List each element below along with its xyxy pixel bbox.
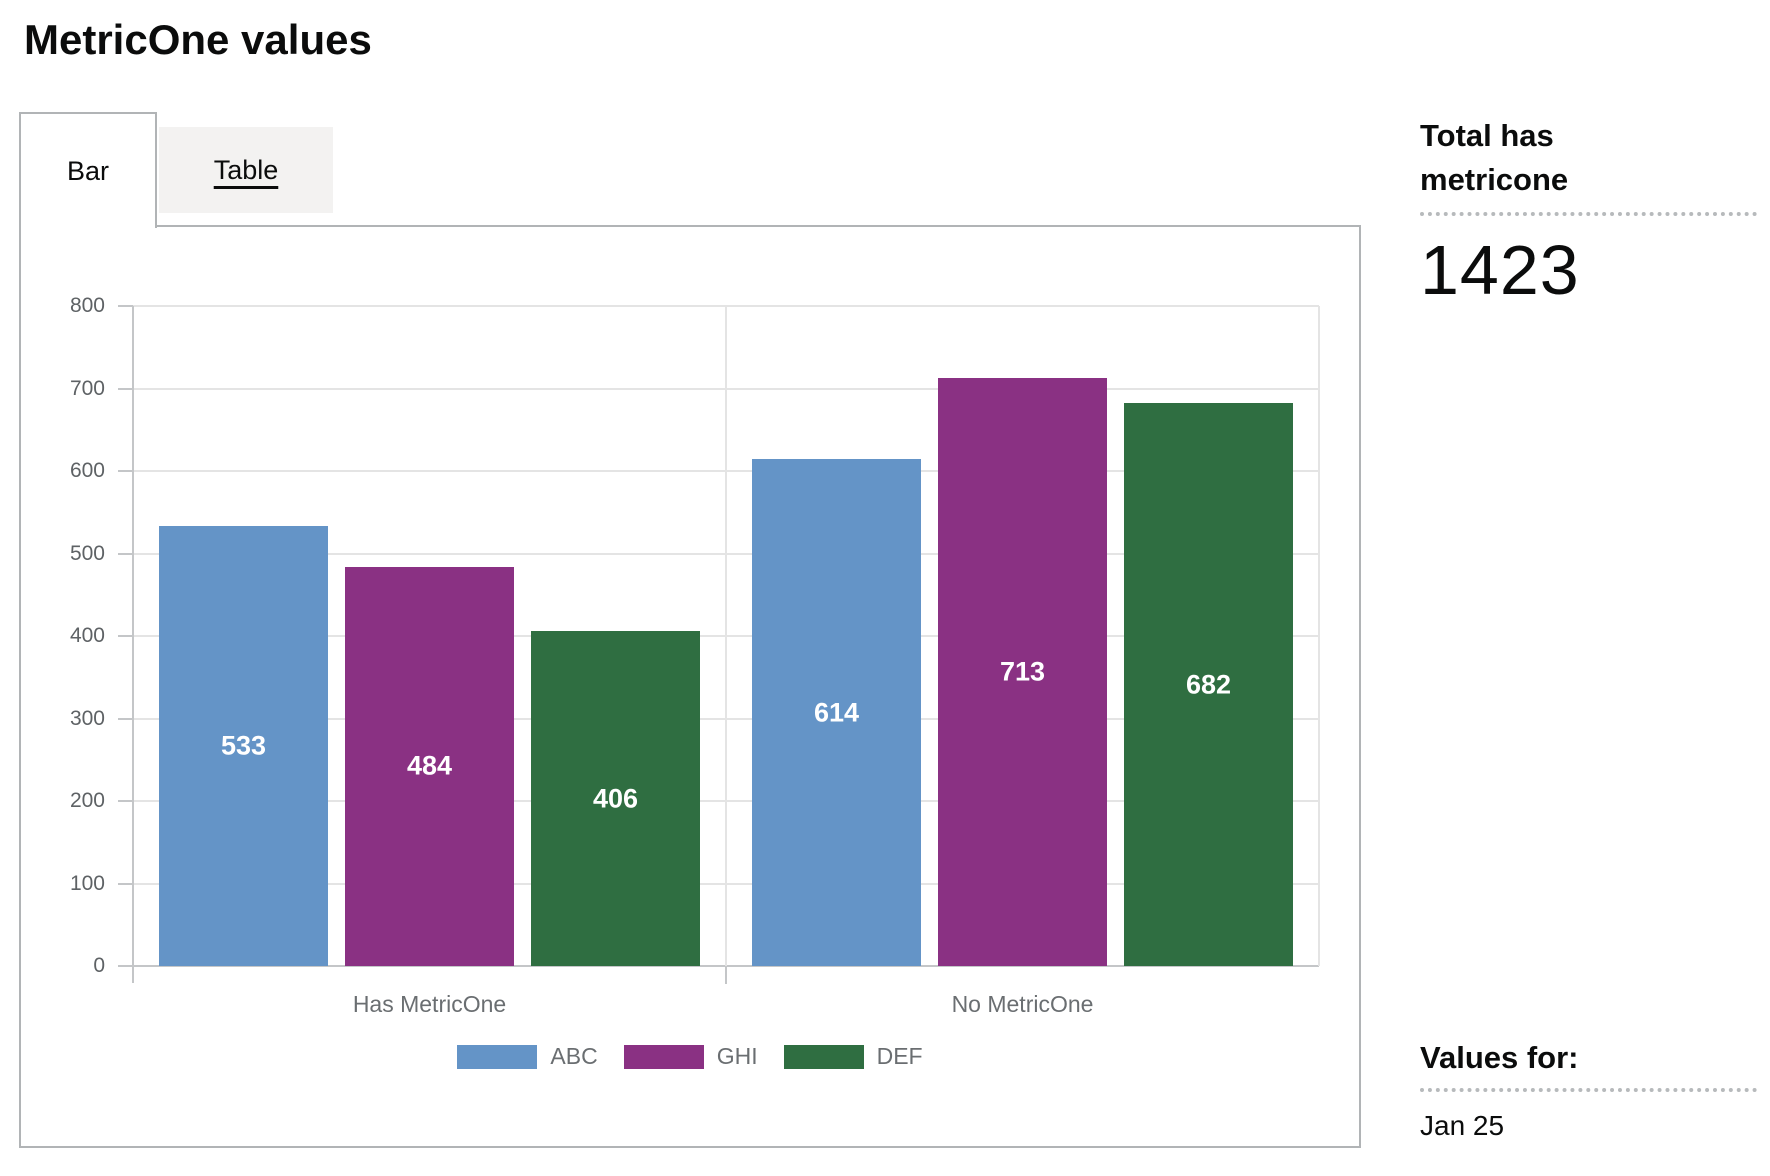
y-axis-tick <box>118 635 133 637</box>
bar-abc-2 <box>752 459 921 966</box>
bar-def-1 <box>531 631 700 966</box>
chart-panel: 0 100 200 300 400 500 600 700 800 533 484 406 Has Me… <box>19 225 1361 1148</box>
tab-table-link[interactable]: Table <box>213 154 279 185</box>
bar-def-2 <box>1124 403 1293 966</box>
y-axis-tick-label: 100 <box>69 871 105 895</box>
y-axis-tick-label: 0 <box>93 954 105 977</box>
y-axis-tick <box>118 387 133 390</box>
bar-value-label: 682 <box>1185 669 1232 700</box>
y-axis-tick-label: 600 <box>69 459 105 482</box>
legend-swatch <box>783 1044 864 1069</box>
bar-chart: 0 100 200 300 400 500 600 700 800 533 484 406 Has Me… <box>21 227 1359 1146</box>
total-heading: Total has metricone <box>1420 114 1757 216</box>
legend-label: DEF <box>876 1043 923 1069</box>
legend-item: GHI <box>623 1043 758 1070</box>
page-title: MetricOne values <box>24 16 372 63</box>
y-axis-tick-label: 800 <box>69 294 105 317</box>
category-separator-line <box>725 306 727 966</box>
y-axis-tick-label: 200 <box>69 789 105 812</box>
bar-ghi-2 <box>938 377 1107 966</box>
legend-label: ABC <box>550 1043 598 1069</box>
legend-label: GHI <box>716 1043 758 1069</box>
values-for-value: Jan 25 <box>1420 1110 1505 1141</box>
y-axis-tick-label: 500 <box>69 541 105 565</box>
bar-value-label: 406 <box>592 783 639 814</box>
chart-legend: ABC GHI DEF <box>21 1043 1359 1070</box>
y-axis-tick <box>118 882 133 885</box>
tab-table[interactable]: Table <box>159 127 333 213</box>
y-axis-tick <box>118 552 133 555</box>
y-axis-tick <box>118 305 133 307</box>
legend-item: ABC <box>457 1043 598 1070</box>
y-axis-tick <box>118 470 133 472</box>
bar-value-label: 614 <box>813 697 860 728</box>
bar-value-label: 533 <box>220 730 267 761</box>
category-label: Has MetricOne <box>352 991 507 1017</box>
category-separator-tick <box>725 966 727 984</box>
y-axis-tick-label: 300 <box>69 706 105 730</box>
values-for-block: Values for: Jan 25 <box>1420 1036 1757 1142</box>
legend-swatch <box>623 1044 704 1069</box>
y-axis-tick-label: 700 <box>69 376 105 400</box>
tab-bar[interactable]: Bar <box>19 112 157 228</box>
legend-swatch <box>457 1044 538 1069</box>
category-label: No MetricOne <box>951 991 1094 1017</box>
bar-value-label: 713 <box>999 656 1046 687</box>
y-axis-tick <box>118 800 133 802</box>
total-block: Total has metricone 1423 <box>1420 114 1757 310</box>
values-for-heading: Values for: <box>1420 1036 1757 1092</box>
x-axis-line <box>118 965 1319 967</box>
total-value: 1423 <box>1420 231 1580 309</box>
y-axis-line <box>132 306 134 983</box>
bar-ghi-1 <box>345 566 514 966</box>
total-heading-label: Total has metricone <box>1420 118 1569 197</box>
bar-value-label: 484 <box>406 750 453 781</box>
plot-right-border <box>1318 306 1320 966</box>
bar-abc-1 <box>159 526 328 966</box>
y-axis-tick-label: 400 <box>69 624 105 647</box>
legend-item: DEF <box>783 1043 923 1070</box>
tab-bar-label: Bar <box>66 155 110 186</box>
y-axis-tick <box>118 717 133 720</box>
